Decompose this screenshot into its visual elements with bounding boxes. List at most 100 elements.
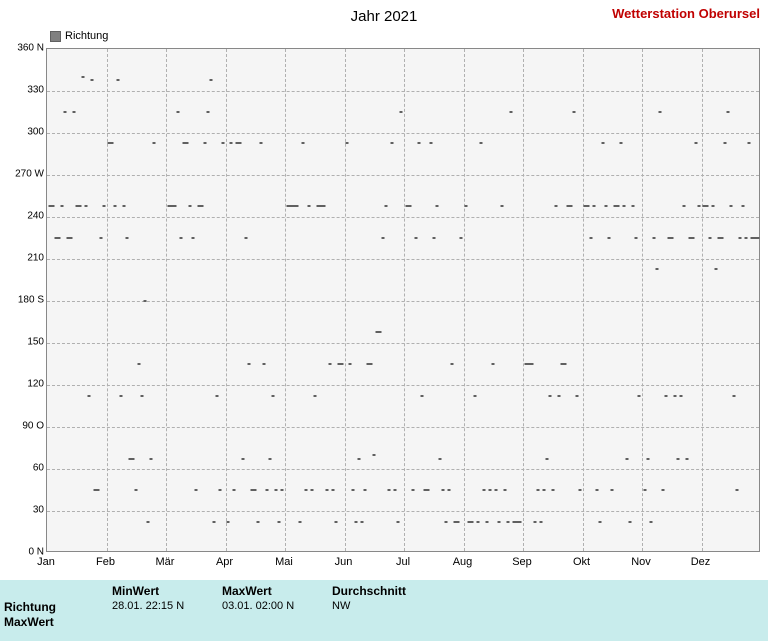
data-point — [435, 205, 438, 207]
gridline-horizontal — [47, 343, 759, 344]
data-point — [605, 205, 608, 207]
data-point — [364, 489, 367, 491]
data-point — [69, 237, 72, 239]
data-point — [596, 489, 599, 491]
data-point — [721, 237, 724, 239]
gridline-vertical — [345, 49, 346, 551]
data-point — [649, 521, 652, 523]
gridline-vertical — [226, 49, 227, 551]
data-point — [245, 237, 248, 239]
y-tick-label: 90 O — [22, 421, 44, 432]
data-point — [385, 205, 388, 207]
data-point — [132, 458, 135, 460]
data-point — [682, 205, 685, 207]
data-point — [227, 521, 230, 523]
data-point — [96, 489, 99, 491]
data-point — [456, 521, 459, 523]
data-point — [426, 489, 429, 491]
y-tick-label: 360 N — [17, 43, 44, 54]
data-point — [209, 79, 212, 81]
data-point — [266, 489, 269, 491]
data-point — [260, 142, 263, 144]
data-point — [557, 395, 560, 397]
data-point — [84, 205, 87, 207]
y-tick-label: 240 — [27, 211, 44, 222]
data-point — [400, 111, 403, 113]
data-point — [275, 489, 278, 491]
y-tick-label: 300 — [27, 127, 44, 138]
data-point — [706, 205, 709, 207]
data-point — [334, 521, 337, 523]
data-point — [414, 237, 417, 239]
data-point — [450, 363, 453, 365]
footer-left-label: Richtung — [4, 600, 56, 615]
data-point — [539, 521, 542, 523]
data-point — [736, 489, 739, 491]
data-point — [417, 142, 420, 144]
data-point — [263, 363, 266, 365]
data-point — [194, 489, 197, 491]
data-point — [608, 237, 611, 239]
y-tick-label: 210 — [27, 253, 44, 264]
data-point — [218, 489, 221, 491]
data-point — [331, 489, 334, 491]
data-point — [215, 395, 218, 397]
x-tick-label: Sep — [512, 556, 532, 568]
plot-wrap: 0 N306090 O120150180 S210240270 W3003303… — [0, 44, 768, 580]
data-point — [185, 142, 188, 144]
data-point — [269, 458, 272, 460]
data-point — [548, 395, 551, 397]
footer-column-value: NW — [332, 600, 406, 612]
data-point — [179, 237, 182, 239]
data-point — [501, 205, 504, 207]
gridline-horizontal — [47, 385, 759, 386]
data-point — [626, 458, 629, 460]
data-point — [51, 205, 54, 207]
data-point — [480, 142, 483, 144]
data-point — [545, 458, 548, 460]
data-point — [203, 142, 206, 144]
data-point — [438, 458, 441, 460]
data-point — [272, 395, 275, 397]
data-point — [114, 205, 117, 207]
data-point — [382, 237, 385, 239]
data-point — [447, 489, 450, 491]
data-point — [492, 363, 495, 365]
data-point — [63, 111, 66, 113]
data-point — [349, 363, 352, 365]
data-point — [652, 237, 655, 239]
y-tick-label: 180 S — [18, 295, 44, 306]
data-point — [191, 237, 194, 239]
data-point — [623, 205, 626, 207]
data-point — [117, 79, 120, 81]
data-point — [590, 237, 593, 239]
data-point — [536, 489, 539, 491]
data-point — [486, 521, 489, 523]
data-point — [150, 458, 153, 460]
data-point — [257, 521, 260, 523]
x-tick-label: Dez — [691, 556, 711, 568]
data-point — [569, 205, 572, 207]
data-point — [679, 395, 682, 397]
data-point — [355, 521, 358, 523]
data-point — [572, 111, 575, 113]
gridline-horizontal — [47, 175, 759, 176]
gridline-horizontal — [47, 469, 759, 470]
data-point — [239, 142, 242, 144]
footer-column-header: Durchschnitt — [332, 584, 406, 598]
x-axis: JanFebMärAprMaiJunJulAugSepOktNovDez — [46, 556, 760, 580]
footer-column-value: 28.01. 22:15 N — [112, 600, 184, 612]
data-point — [670, 237, 673, 239]
data-point — [313, 395, 316, 397]
data-point — [629, 521, 632, 523]
data-point — [542, 489, 545, 491]
x-tick-label: Jan — [37, 556, 55, 568]
data-point — [611, 489, 614, 491]
footer-column: MinWert28.01. 22:15 N — [112, 584, 184, 612]
data-point — [304, 489, 307, 491]
data-point — [120, 395, 123, 397]
data-point — [638, 395, 641, 397]
x-tick-label: Okt — [573, 556, 590, 568]
data-point — [694, 142, 697, 144]
data-point — [141, 395, 144, 397]
